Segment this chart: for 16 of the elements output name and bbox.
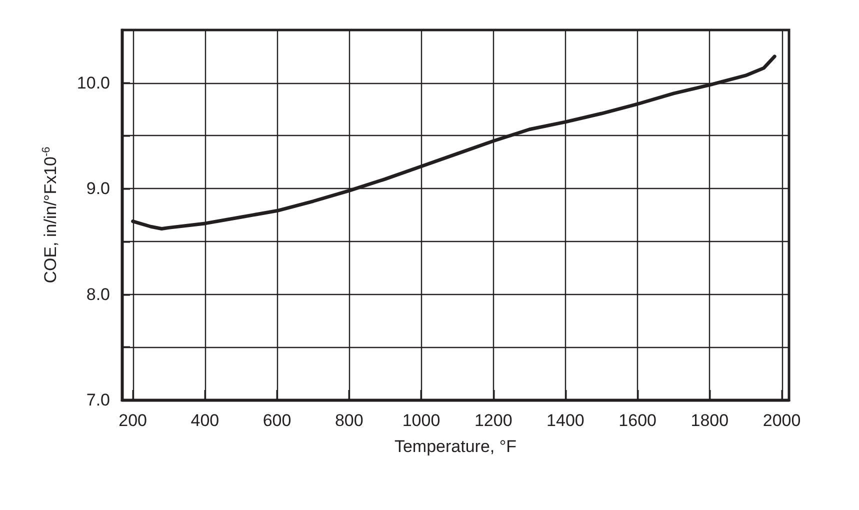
x-axis-title: Temperature, °F [394,437,517,456]
x-tick-label: 400 [190,411,220,430]
x-tick-label: 1400 [546,411,584,430]
x-tick-label: 600 [262,411,292,430]
y-tick-label: 8.0 [86,284,110,304]
x-tick-label: 2000 [762,411,801,430]
y-axis-title: COE, in/in/°Fx10-6 [40,146,60,284]
x-tick-label: 200 [118,411,148,430]
y-tick-label: 7.0 [86,390,110,410]
x-tick-label: 1800 [690,411,729,430]
y-tick-label: 10.0 [76,73,110,92]
x-tick-label: 1000 [402,411,440,430]
x-tick-label: 1600 [618,411,656,430]
x-tick-label: 800 [334,411,364,430]
x-tick-label: 1200 [474,411,512,430]
y-tick-label: 9.0 [86,179,110,198]
